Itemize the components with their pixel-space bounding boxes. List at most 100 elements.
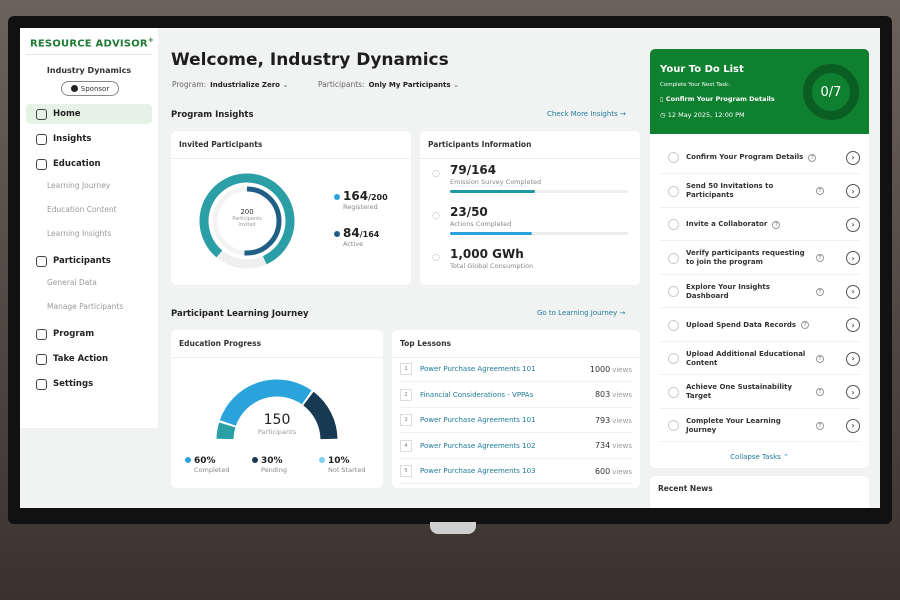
program-filter[interactable]: Program: Industrialize Zero ⌄ (172, 80, 289, 89)
sidebar-item-label: Program (53, 329, 95, 339)
lesson-link: Power Purchase Agreements 102 (420, 441, 536, 450)
chevron-right-icon[interactable]: › (846, 418, 860, 433)
participants-filter[interactable]: Participants: Only My Participants ⌄ (318, 80, 460, 89)
task-checkbox[interactable] (668, 152, 679, 163)
top-lessons-card: Top Lessons 1 Power Purchase Agreements 1… (392, 330, 640, 488)
education-gauge (216, 379, 338, 440)
chevron-right-icon[interactable]: › (846, 318, 860, 332)
people-icon (36, 255, 47, 267)
sidebar-subitem[interactable]: Education Content (47, 205, 117, 214)
active-ring (212, 186, 282, 256)
role-badge: Sponsor (61, 81, 119, 96)
chevron-down-icon: ⌄ (282, 80, 289, 89)
chevron-right-icon[interactable]: › (846, 251, 860, 265)
lesson-row[interactable]: 2 Financial Considerations - VPPAs 803 view… (400, 383, 632, 408)
todo-task[interactable]: Send 50 Invitations to Participants? › (660, 176, 860, 208)
lesson-link: Power Purchase Agreements 101 (420, 416, 536, 424)
todo-task[interactable]: Confirm Your Program Details? › (660, 142, 860, 174)
sidebar-item-label: Participants (53, 256, 111, 266)
chevron-right-icon[interactable]: › (846, 284, 860, 299)
help-icon[interactable]: ? (816, 287, 824, 296)
card-title: Invited Participants (171, 131, 411, 159)
todo-task[interactable]: Verify participants requesting to join t… (660, 243, 860, 275)
task-checkbox[interactable] (668, 219, 679, 230)
sidebar-item-label: Settings (53, 379, 94, 389)
lesson-row[interactable]: 4 Power Purchase Agreements 102 734 views (400, 434, 632, 459)
help-icon[interactable]: ? (816, 354, 824, 363)
next-task-label: Complete Your Next Task: (660, 82, 731, 88)
help-icon[interactable]: ? (816, 254, 824, 262)
sidebar-item-insights[interactable]: Insights (26, 129, 152, 149)
go-to-learning-journey-link[interactable]: Go to Learning Journey → (537, 309, 626, 317)
chevron-down-icon: ⌄ (452, 80, 460, 89)
section-title: Participant Learning Journey (171, 309, 309, 319)
todo-task[interactable]: Upload Spend Data Records? › (660, 310, 860, 342)
sidebar-subitem[interactable]: Learning Insights (47, 229, 112, 238)
sidebar-item-label: Take Action (53, 354, 109, 364)
sidebar-item-education[interactable]: Education (26, 154, 152, 174)
clock-icon: ◷ (660, 111, 666, 119)
lesson-link: Financial Considerations - VPPAs (420, 390, 534, 399)
card-title: Education Progress (171, 330, 383, 358)
chevron-right-icon[interactable]: › (846, 184, 860, 198)
help-icon[interactable]: ? (816, 421, 824, 430)
todo-task[interactable]: Invite a Collaborator? › (660, 209, 860, 241)
card-title: Recent News (658, 484, 713, 493)
todo-header: Your To Do List Complete Your Next Task:… (650, 49, 869, 134)
task-checkbox[interactable] (668, 386, 679, 398)
help-icon[interactable]: ? (808, 153, 817, 162)
sidebar-item-settings[interactable]: Settings (26, 374, 152, 394)
lesson-row[interactable]: 1 Power Purchase Agreements 101 1000 views (400, 357, 632, 382)
check-more-insights-link[interactable]: Check More Insights → (547, 110, 626, 118)
task-checkbox[interactable] (668, 353, 679, 364)
info-value: 1,000 GWh (450, 247, 524, 261)
sidebar: RESOURCE ADVISOR+ Industry Dynamics Spon… (20, 28, 158, 428)
todo-progress-ring: 0/7 (803, 64, 859, 120)
puzzle-icon (36, 353, 47, 365)
sidebar-subitem[interactable]: Learning Journey (47, 181, 111, 190)
active-stat: 84/164 Active (334, 226, 379, 248)
todo-task[interactable]: Upload Additional Educational Content? › (660, 343, 860, 375)
collapse-tasks-button[interactable]: Collapse Tasks ⌃ (730, 453, 789, 461)
invited-donut (199, 173, 295, 269)
progress-bar (450, 232, 628, 235)
arrow-right-icon: → (619, 309, 626, 317)
chevron-right-icon[interactable]: › (846, 351, 860, 366)
chevron-right-icon[interactable]: › (846, 385, 860, 399)
progress-bar (450, 190, 628, 193)
next-task-date: ◷ 12 May 2025, 12:00 PM (660, 111, 745, 119)
sidebar-item-label: Insights (53, 134, 92, 144)
gauge-center: 150 Participants (257, 412, 297, 436)
logo: RESOURCE ADVISOR+ (30, 36, 154, 50)
next-task[interactable]: ▯ Confirm Your Program Details (660, 95, 775, 103)
sidebar-item-label: Home (53, 109, 81, 119)
help-icon[interactable]: ? (816, 187, 824, 195)
lesson-link: Power Purchase Agreements 101 (420, 365, 536, 373)
arrow-right-icon: → (619, 110, 626, 118)
help-icon[interactable]: ? (801, 321, 810, 329)
sidebar-subitem[interactable]: Manage Participants (47, 302, 124, 311)
todo-task[interactable]: Complete Your Learning Journey? › (660, 410, 860, 442)
help-icon[interactable]: ? (816, 388, 824, 396)
lesson-row[interactable]: 3 Power Purchase Agreements 101 793 views (400, 408, 632, 433)
help-icon[interactable]: ? (772, 220, 781, 229)
gauge-segment-pending (302, 391, 338, 440)
task-checkbox[interactable] (668, 420, 679, 431)
sponsor-icon (70, 85, 78, 92)
todo-task[interactable]: Explore Your Insights Dashboard? › (660, 276, 860, 308)
sidebar-subitem[interactable]: General Data (47, 278, 97, 287)
sidebar-item-program[interactable]: Program (26, 324, 152, 344)
task-checkbox[interactable] (668, 185, 679, 197)
lesson-row[interactable]: 5 Power Purchase Agreements 103 600 views (400, 459, 632, 484)
sidebar-item-home[interactable]: Home (26, 104, 152, 124)
chevron-right-icon[interactable]: › (846, 217, 860, 232)
sidebar-item-participants[interactable]: Participants (26, 251, 152, 271)
task-checkbox[interactable] (668, 252, 679, 264)
chevron-right-icon[interactable]: › (846, 150, 860, 165)
legend-item: 10% Not Started (319, 456, 365, 474)
task-checkbox[interactable] (668, 319, 679, 331)
invited-participants-card: Invited Participants 200 Participants In… (171, 131, 411, 285)
sidebar-item-take-action[interactable]: Take Action (26, 349, 152, 369)
task-checkbox[interactable] (668, 286, 679, 297)
todo-task[interactable]: Achieve One Sustainability Target? › (660, 377, 860, 409)
